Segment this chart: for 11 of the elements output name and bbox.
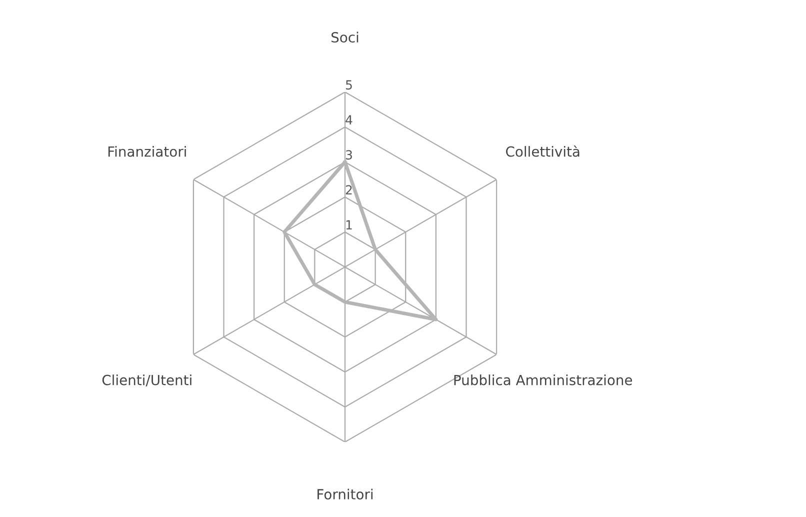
spoke-label: Pubblica Amministrazione [454,374,632,386]
y-tick-label: 2 [346,185,352,194]
spoke-label: Collettività [506,145,580,157]
spoke-label: Clienti/Utenti [102,374,192,386]
spoke-label: Fornitori [318,488,373,500]
y-tick-label: 3 [346,150,352,160]
spoke-label: Finanziatori [108,146,186,157]
y-tick-label: 1 [346,220,352,230]
y-tick-label: 4 [346,115,352,124]
y-tick-label: 5 [346,80,352,90]
spoke-label: Soci [332,32,358,43]
